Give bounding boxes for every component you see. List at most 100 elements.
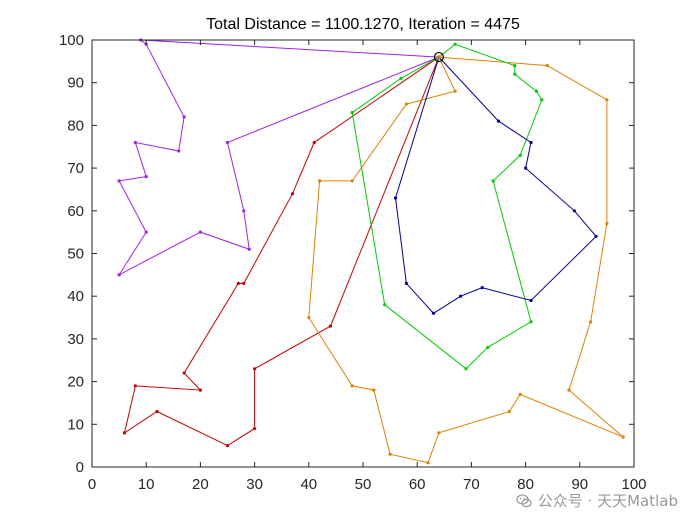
route-point	[621, 435, 625, 439]
route-point	[545, 64, 549, 68]
route-point	[312, 140, 316, 145]
route-point	[594, 234, 598, 239]
route-point	[458, 294, 463, 298]
route-point	[155, 409, 159, 414]
route-point	[253, 367, 257, 371]
route-point	[540, 98, 544, 102]
y-tick-label: 40	[67, 288, 84, 305]
y-tick-label: 50	[67, 246, 84, 263]
x-tick-label: 50	[355, 476, 372, 493]
route-point	[242, 281, 246, 285]
route-point	[496, 119, 501, 123]
route-point	[453, 89, 457, 93]
route-point	[225, 444, 230, 448]
route-point	[524, 166, 528, 170]
route-point	[253, 426, 257, 431]
y-tick-label: 70	[67, 160, 84, 177]
route-point	[529, 298, 533, 303]
watermark: 公众号 · 天天Matlab	[516, 490, 678, 511]
route-point	[404, 281, 408, 285]
route-point	[133, 140, 137, 145]
x-tick-label: 100	[621, 476, 646, 493]
route-point	[198, 388, 202, 392]
route-point	[388, 452, 392, 456]
x-tick-label: 60	[409, 476, 426, 493]
axes-box	[91, 39, 635, 468]
route-point	[507, 409, 511, 414]
x-tick-label: 10	[138, 476, 155, 493]
route-point	[177, 149, 181, 153]
route-point	[117, 273, 121, 277]
route-point	[534, 89, 539, 93]
y-tick-label: 60	[67, 203, 84, 220]
route-point	[567, 388, 571, 392]
route-point	[350, 179, 354, 183]
route-point	[144, 175, 148, 179]
route-point	[513, 64, 517, 68]
y-tick-label: 30	[67, 331, 84, 348]
y-tick-label: 10	[67, 416, 84, 433]
route-point	[426, 461, 430, 465]
y-tick-label: 100	[59, 32, 84, 49]
route-point	[529, 320, 533, 324]
route-line-1	[117, 39, 440, 277]
x-tick-label: 0	[88, 476, 96, 493]
y-tick-label: 0	[76, 459, 84, 476]
route-point	[383, 303, 387, 307]
route-point	[404, 102, 408, 106]
route-point	[393, 196, 398, 200]
route-point	[372, 388, 376, 392]
route-series-group	[117, 38, 625, 465]
route-point	[589, 320, 593, 324]
route-point	[605, 222, 609, 226]
route-point	[605, 98, 609, 102]
route-point	[318, 179, 322, 183]
x-tick-label: 20	[192, 476, 209, 493]
route-point	[529, 140, 533, 145]
wechat-icon	[516, 493, 532, 507]
route-point	[453, 42, 457, 46]
route-line-5	[394, 56, 597, 314]
route-point	[290, 192, 295, 196]
route-point	[144, 230, 148, 234]
y-tick-label: 80	[67, 117, 84, 134]
chart-title: Total Distance = 1100.1270, Iteration = …	[206, 16, 520, 33]
route-point	[399, 76, 403, 81]
route-point	[242, 209, 246, 213]
route-point	[350, 110, 354, 115]
route-point	[182, 115, 186, 119]
route-point	[513, 72, 517, 76]
route-point	[491, 179, 495, 183]
x-tick-label: 80	[517, 476, 534, 493]
x-tick-label: 30	[246, 476, 263, 493]
depot-marker	[433, 51, 444, 63]
route-point	[572, 209, 576, 213]
route-point	[117, 179, 121, 183]
y-tick-label: 90	[67, 75, 84, 92]
route-point	[328, 324, 333, 328]
route-point	[486, 345, 490, 350]
route-point	[431, 311, 436, 315]
watermark-text: 公众号 · 天天Matlab	[537, 492, 678, 510]
y-tick-label: 20	[67, 374, 84, 391]
route-point	[247, 247, 251, 251]
x-tick-label: 90	[571, 476, 588, 493]
route-point	[464, 367, 468, 371]
route-line-3	[308, 56, 624, 464]
route-point	[518, 392, 522, 397]
depot-point	[436, 55, 441, 60]
route-point	[518, 153, 522, 157]
route-point	[225, 140, 230, 145]
axis-ticks: 0 10 20 30 40 50 60 70 80 90 100 0 10 20 30 40 50 60 70 80 9…	[59, 32, 647, 493]
x-tick-label: 70	[463, 476, 480, 493]
route-point	[307, 315, 311, 320]
x-tick-label: 40	[300, 476, 317, 493]
route-point	[350, 384, 354, 388]
route-point	[182, 371, 186, 375]
route-point	[236, 281, 240, 285]
route-point	[133, 384, 137, 388]
route-point	[480, 286, 484, 290]
route-point	[437, 431, 441, 435]
route-line-2	[123, 56, 440, 447]
